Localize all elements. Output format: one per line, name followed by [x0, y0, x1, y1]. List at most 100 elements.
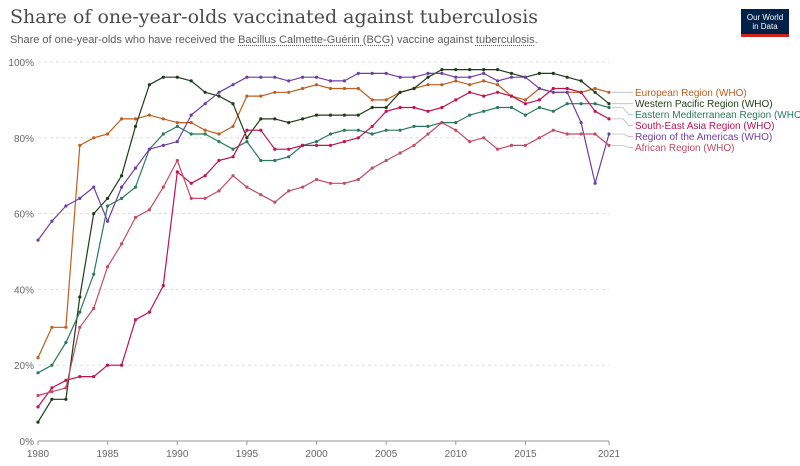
data-point	[133, 117, 138, 121]
data-point	[607, 102, 611, 106]
data-point	[217, 189, 221, 193]
data-point	[64, 340, 68, 345]
data-point	[133, 318, 138, 322]
data-point	[370, 124, 374, 128]
data-point	[356, 113, 360, 117]
data-point	[370, 132, 374, 136]
data-point	[64, 204, 68, 208]
data-point	[50, 325, 54, 329]
data-point	[482, 79, 486, 83]
data-point	[328, 143, 333, 147]
data-point	[384, 128, 388, 132]
data-point	[551, 90, 555, 94]
data-point	[314, 177, 319, 182]
data-point	[426, 109, 430, 113]
data-point	[36, 405, 40, 409]
data-point	[593, 132, 597, 136]
x-tick-label: 2021	[598, 449, 621, 460]
data-point	[273, 117, 277, 121]
data-point	[217, 132, 221, 136]
data-point	[384, 105, 388, 110]
data-point	[523, 143, 528, 147]
data-point	[593, 181, 597, 185]
data-point	[106, 196, 110, 200]
data-point	[189, 121, 193, 125]
subtitle-text-2: vaccine against	[393, 34, 476, 46]
data-point	[189, 181, 193, 185]
data-point	[133, 124, 138, 128]
data-point	[579, 102, 583, 106]
data-point	[356, 128, 360, 132]
data-point	[607, 105, 611, 110]
data-point	[64, 386, 68, 390]
data-point	[356, 177, 360, 182]
data-point	[537, 136, 542, 140]
data-point	[482, 136, 486, 140]
data-point	[496, 83, 500, 87]
data-point	[537, 98, 542, 102]
data-point	[509, 143, 514, 147]
data-point	[565, 75, 569, 79]
logo-line-2: in Data	[752, 22, 778, 31]
series-line	[37, 80, 610, 358]
data-point	[468, 83, 472, 87]
data-point	[217, 94, 221, 98]
data-point	[426, 132, 430, 136]
data-point	[314, 75, 319, 79]
data-point	[426, 83, 430, 87]
data-point	[565, 102, 569, 106]
data-point	[509, 71, 514, 75]
data-point	[328, 132, 333, 136]
legend-connector	[612, 118, 633, 127]
data-point	[412, 75, 416, 79]
data-point	[245, 140, 249, 144]
data-point	[273, 147, 277, 151]
data-point	[231, 174, 235, 178]
data-point	[36, 393, 40, 398]
data-point	[454, 121, 458, 125]
data-point	[189, 196, 193, 200]
bcg-definition-link[interactable]: Bacillus Calmette-Guérin (BCG)	[238, 34, 394, 46]
data-point	[78, 375, 82, 379]
data-point	[482, 94, 486, 98]
data-point	[579, 121, 583, 125]
data-point	[78, 295, 82, 299]
data-point	[78, 143, 82, 147]
data-point	[301, 117, 305, 121]
data-point	[356, 71, 360, 75]
data-point	[287, 155, 291, 159]
series-line	[37, 72, 610, 241]
data-point	[342, 128, 346, 132]
data-point	[161, 185, 165, 189]
data-point	[468, 113, 472, 117]
series-eastern-mediterranean-region-who	[36, 102, 611, 375]
data-point	[301, 86, 305, 91]
data-point	[161, 75, 165, 79]
series-line	[37, 87, 610, 408]
data-point	[496, 79, 500, 83]
data-point	[147, 113, 151, 117]
data-point	[78, 310, 82, 314]
data-point	[523, 98, 528, 102]
y-tick-label: 100%	[8, 58, 34, 69]
data-point	[147, 310, 151, 314]
owid-logo[interactable]: Our World in Data	[741, 9, 789, 37]
data-point	[273, 200, 277, 204]
data-point	[565, 86, 569, 91]
data-point	[509, 75, 514, 79]
data-point	[314, 143, 319, 147]
legend-label: Eastern Mediterranean Region (WHO)	[635, 110, 800, 121]
data-point	[217, 140, 221, 144]
data-point	[509, 94, 514, 98]
data-point	[412, 105, 416, 110]
data-point	[454, 75, 458, 79]
data-point	[287, 121, 291, 125]
data-point	[120, 117, 124, 121]
data-point	[50, 390, 54, 394]
data-point	[161, 117, 165, 121]
data-point	[217, 90, 221, 94]
tuberculosis-definition-link[interactable]: tuberculosis	[475, 34, 535, 46]
data-point	[175, 124, 179, 128]
data-point	[579, 79, 583, 83]
data-point	[440, 121, 444, 125]
